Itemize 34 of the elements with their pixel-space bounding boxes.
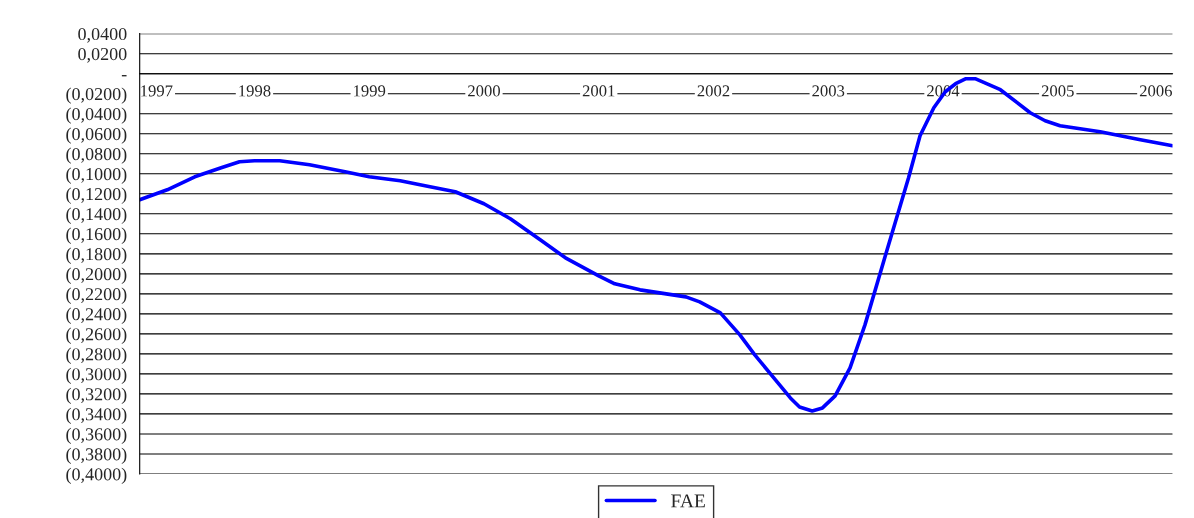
x-tick-label: 2003 <box>812 85 845 97</box>
y-tick-label: 0,0400 <box>78 27 127 43</box>
x-tick-label: 2005 <box>1041 85 1074 97</box>
x-tick-label: 2000 <box>468 85 500 97</box>
y-tick-label: (0,3400) <box>66 407 127 425</box>
x-tick-label: 2001 <box>582 85 615 97</box>
y-tick-label: (0,1400) <box>66 207 127 224</box>
line-series <box>139 76 1173 413</box>
y-tick-label: (0,1600) <box>66 227 127 244</box>
y-tick-label: (0,2800) <box>66 347 127 364</box>
y-tick-label: 0,0200 <box>78 47 127 63</box>
y-tick-label: (0,2600) <box>66 327 127 344</box>
y-tick-label: (0,1200) <box>66 187 127 204</box>
x-tick-label: 1999 <box>354 85 386 97</box>
y-tick-label: (0,1800) <box>66 247 127 264</box>
y-tick-label: (0,1000) <box>66 167 127 184</box>
x-tick-label: 2002 <box>697 85 730 97</box>
y-tick-label: (0,3200) <box>66 387 127 405</box>
y-tick-label: (0,0200) <box>66 87 127 104</box>
y-tick-label: - <box>121 75 127 77</box>
y-tick-label: (0,2400) <box>66 307 127 324</box>
legend-label: FAE <box>671 494 705 508</box>
y-tick-label: (0,3000) <box>66 367 127 385</box>
y-tick-label: (0,2000) <box>66 267 127 284</box>
y-tick-label: (0,0800) <box>66 147 127 164</box>
y-tick-label: (0,3800) <box>66 447 127 465</box>
y-tick-label: (0,0400) <box>66 107 127 124</box>
y-tick-label: (0,3600) <box>66 427 127 445</box>
y-tick-label: (0,4000) <box>66 467 127 485</box>
x-tick-label: 2006 <box>1139 85 1173 97</box>
y-tick-label: (0,0600) <box>66 127 127 144</box>
y-tick-label: (0,2200) <box>66 287 127 304</box>
x-tick-label: 1998 <box>239 85 271 97</box>
x-tick-label: 1997 <box>141 85 173 97</box>
